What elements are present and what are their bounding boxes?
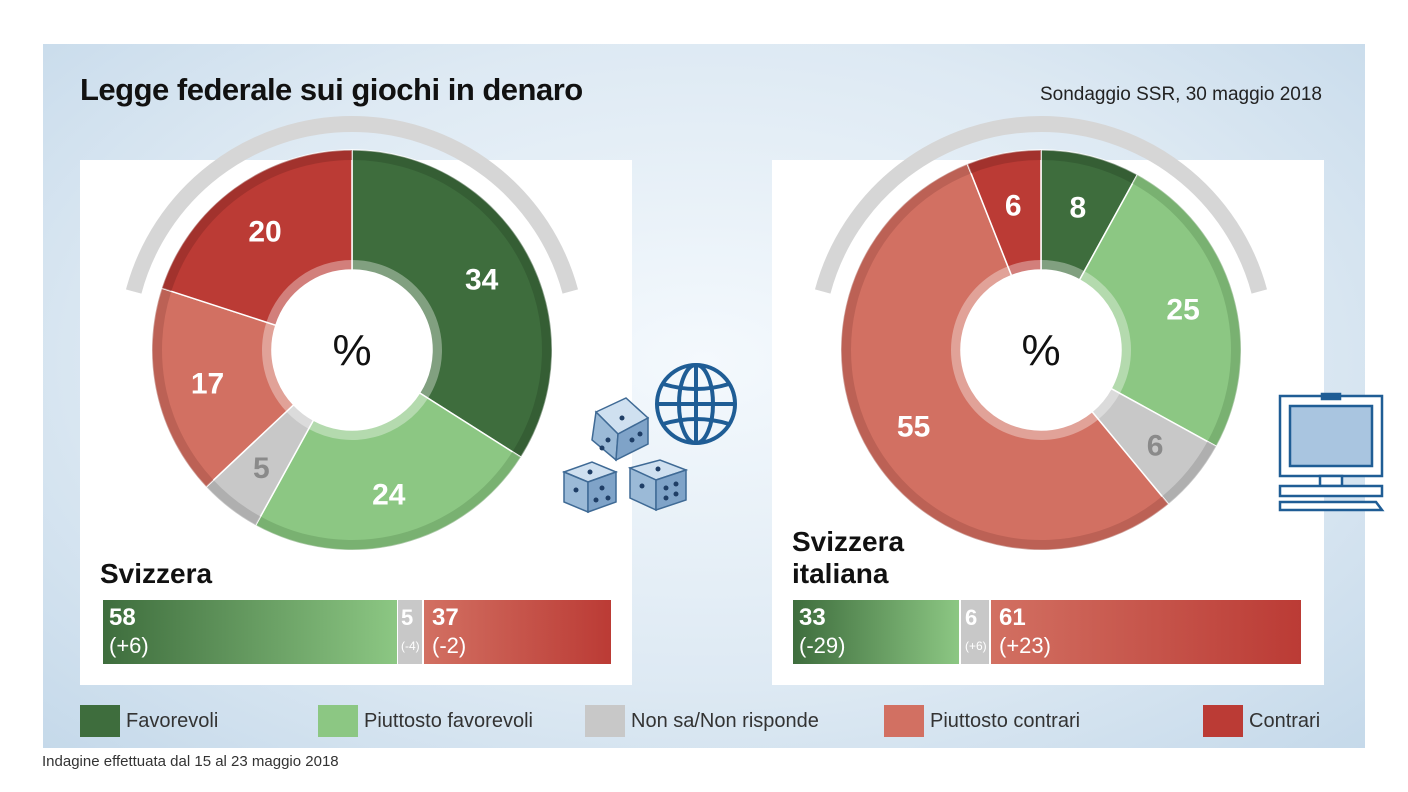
legend-label: Piuttosto favorevoli bbox=[364, 709, 533, 732]
summary-against-change: (+23) bbox=[999, 633, 1051, 658]
legend-item-piuttosto-contrari: Piuttosto contrari bbox=[884, 705, 1080, 737]
region-label-svizzera: Svizzera bbox=[100, 558, 213, 589]
slice-inner-ring-piuttosto-contrari bbox=[951, 266, 1099, 441]
summary-favor-change: (-29) bbox=[799, 633, 846, 658]
slice-rim-non-sa bbox=[1162, 441, 1217, 505]
summary-neutral-value: 6 bbox=[965, 605, 978, 630]
region-label-svizzera-italiana: Svizzera italiana bbox=[792, 526, 905, 589]
slice-value-non-sa: 5 bbox=[253, 452, 270, 485]
donut-hole bbox=[274, 272, 430, 428]
legend-label: Contrari bbox=[1249, 709, 1321, 732]
summary-favor-change: (+6) bbox=[109, 633, 149, 658]
dice-icon bbox=[561, 397, 689, 514]
summary-bar-neutral: 6 (+6) bbox=[961, 600, 989, 664]
slice-value-favorevoli: 34 bbox=[465, 264, 499, 297]
slice-value-piuttosto-contrari: 55 bbox=[897, 410, 930, 443]
slice-rim-piuttosto-favorevoli bbox=[255, 451, 521, 550]
legend-item-non-sa: Non sa/Non risponde bbox=[585, 705, 819, 737]
slice-value-piuttosto-favorevoli: 25 bbox=[1166, 294, 1199, 327]
slice-value-favorevoli: 8 bbox=[1069, 192, 1086, 225]
legend-swatch bbox=[585, 705, 625, 737]
decorative-arc bbox=[125, 116, 579, 294]
legend-item-contrari: Contrari bbox=[1203, 705, 1320, 737]
summary-against-value: 37 bbox=[432, 604, 459, 631]
summary-bar-favor: 58 (+6) bbox=[103, 600, 397, 664]
slice-rim-contrari bbox=[161, 150, 352, 292]
legend-item-favorevoli: Favorevoli bbox=[80, 705, 218, 737]
legend-swatch bbox=[80, 705, 120, 737]
slice-inner-ring-non-sa bbox=[286, 404, 314, 429]
legend-swatch bbox=[1203, 705, 1243, 737]
slice-rim-non-sa bbox=[206, 480, 261, 526]
slice-value-piuttosto-contrari: 17 bbox=[191, 367, 224, 400]
computer-icon bbox=[1278, 392, 1385, 512]
globe-icon bbox=[655, 363, 737, 445]
summary-bar-against: 61 (+23) bbox=[991, 600, 1301, 664]
slice-inner-ring-piuttosto-favorevoli bbox=[308, 392, 428, 440]
slice-inner-ring-favorevoli bbox=[1041, 260, 1085, 280]
legend-item-piuttosto-favorevoli: Piuttosto favorevoli bbox=[318, 705, 533, 737]
summary-favor-value: 33 bbox=[799, 604, 826, 631]
summary-neutral-change: (+6) bbox=[965, 639, 987, 653]
donut-hole bbox=[963, 272, 1119, 428]
legend-label: Non sa/Non risponde bbox=[631, 709, 819, 732]
summary-against-value: 61 bbox=[999, 604, 1026, 631]
decorative-arc bbox=[814, 116, 1268, 294]
slice-value-non-sa: 6 bbox=[1147, 429, 1164, 462]
slice-value-piuttosto-favorevoli: 24 bbox=[372, 478, 406, 511]
slice-value-contrari: 20 bbox=[248, 215, 281, 248]
chart-subtitle: Sondaggio SSR, 30 maggio 2018 bbox=[1039, 84, 1322, 105]
legend-label: Piuttosto contrari bbox=[930, 709, 1081, 732]
summary-favor-value: 58 bbox=[109, 604, 136, 631]
slice-inner-ring-piuttosto-favorevoli bbox=[1079, 271, 1131, 394]
slice-inner-ring-piuttosto-contrari bbox=[262, 322, 294, 412]
slice-rim-favorevoli bbox=[1041, 150, 1138, 184]
summary-against-change: (-2) bbox=[432, 633, 467, 658]
footnote: Indagine effettuata dal 15 al 23 maggio … bbox=[42, 753, 339, 770]
center-percent-label: % bbox=[1021, 326, 1060, 375]
legend-swatch bbox=[884, 705, 924, 737]
slice-rim-contrari bbox=[967, 150, 1041, 174]
legend-label: Favorevoli bbox=[126, 709, 219, 732]
summary-neutral-value: 5 bbox=[401, 605, 414, 630]
summary-neutral-change: (-4) bbox=[401, 639, 420, 653]
center-percent-label: % bbox=[332, 326, 371, 375]
slice-rim-piuttosto-contrari bbox=[152, 288, 214, 487]
slice-inner-ring-favorevoli bbox=[352, 260, 442, 399]
slice-inner-ring-contrari bbox=[1007, 260, 1041, 276]
slice-value-contrari: 6 bbox=[1005, 190, 1022, 223]
summary-bar-against: 37 (-2) bbox=[424, 600, 611, 664]
chart-title: Legge federale sui giochi in denaro bbox=[80, 72, 583, 107]
legend-swatch bbox=[318, 705, 358, 737]
summary-bar-favor: 33 (-29) bbox=[793, 600, 959, 664]
slice-rim-favorevoli bbox=[352, 150, 552, 458]
summary-bar-neutral: 5 (-4) bbox=[398, 600, 422, 664]
slice-inner-ring-non-sa bbox=[1091, 388, 1120, 420]
slice-inner-ring-contrari bbox=[266, 260, 352, 326]
